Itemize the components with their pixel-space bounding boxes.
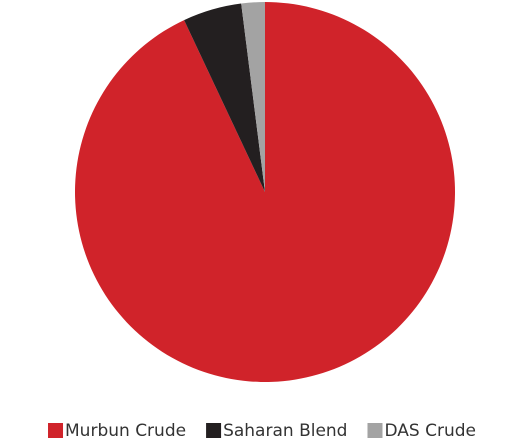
legend-swatch (367, 423, 383, 438)
pie-slice (184, 3, 265, 193)
legend-label: Murbun Crude (65, 421, 186, 441)
legend-swatch (206, 423, 222, 438)
legend-swatch (48, 423, 64, 438)
legend-label: Saharan Blend (223, 421, 347, 441)
pie-slice (241, 1, 265, 192)
legend-label: DAS Crude (384, 421, 476, 441)
